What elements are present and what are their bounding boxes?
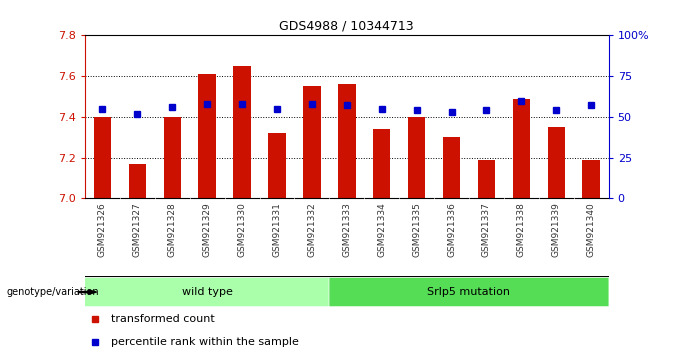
Bar — [547, 127, 565, 198]
Text: GSM921339: GSM921339 — [551, 202, 561, 257]
Text: percentile rank within the sample: percentile rank within the sample — [112, 337, 299, 348]
Text: GSM921340: GSM921340 — [587, 202, 596, 257]
Bar — [199, 74, 216, 198]
Text: GSM921337: GSM921337 — [482, 202, 491, 257]
Bar — [303, 86, 321, 198]
Text: GSM921332: GSM921332 — [307, 202, 316, 257]
Bar — [94, 117, 111, 198]
Text: GSM921336: GSM921336 — [447, 202, 456, 257]
Bar — [582, 160, 600, 198]
Bar — [268, 133, 286, 198]
Text: GSM921333: GSM921333 — [342, 202, 352, 257]
Bar — [513, 98, 530, 198]
Title: GDS4988 / 10344713: GDS4988 / 10344713 — [279, 20, 414, 33]
Text: GSM921334: GSM921334 — [377, 202, 386, 257]
Bar — [338, 84, 356, 198]
Bar — [163, 117, 181, 198]
Text: GSM921331: GSM921331 — [273, 202, 282, 257]
Text: Srlp5 mutation: Srlp5 mutation — [428, 287, 511, 297]
Bar — [233, 66, 251, 198]
Text: GSM921329: GSM921329 — [203, 202, 211, 257]
Text: GSM921326: GSM921326 — [98, 202, 107, 257]
Text: GSM921328: GSM921328 — [168, 202, 177, 257]
Text: GSM921335: GSM921335 — [412, 202, 421, 257]
Bar — [477, 160, 495, 198]
Text: transformed count: transformed count — [112, 314, 215, 325]
Bar — [129, 164, 146, 198]
Text: GSM921327: GSM921327 — [133, 202, 142, 257]
Text: wild type: wild type — [182, 287, 233, 297]
Bar — [373, 129, 390, 198]
FancyBboxPatch shape — [84, 278, 330, 307]
Bar — [443, 137, 460, 198]
FancyBboxPatch shape — [329, 278, 609, 307]
Text: GSM921338: GSM921338 — [517, 202, 526, 257]
Bar — [408, 117, 426, 198]
Text: GSM921330: GSM921330 — [237, 202, 247, 257]
Text: genotype/variation: genotype/variation — [7, 287, 99, 297]
